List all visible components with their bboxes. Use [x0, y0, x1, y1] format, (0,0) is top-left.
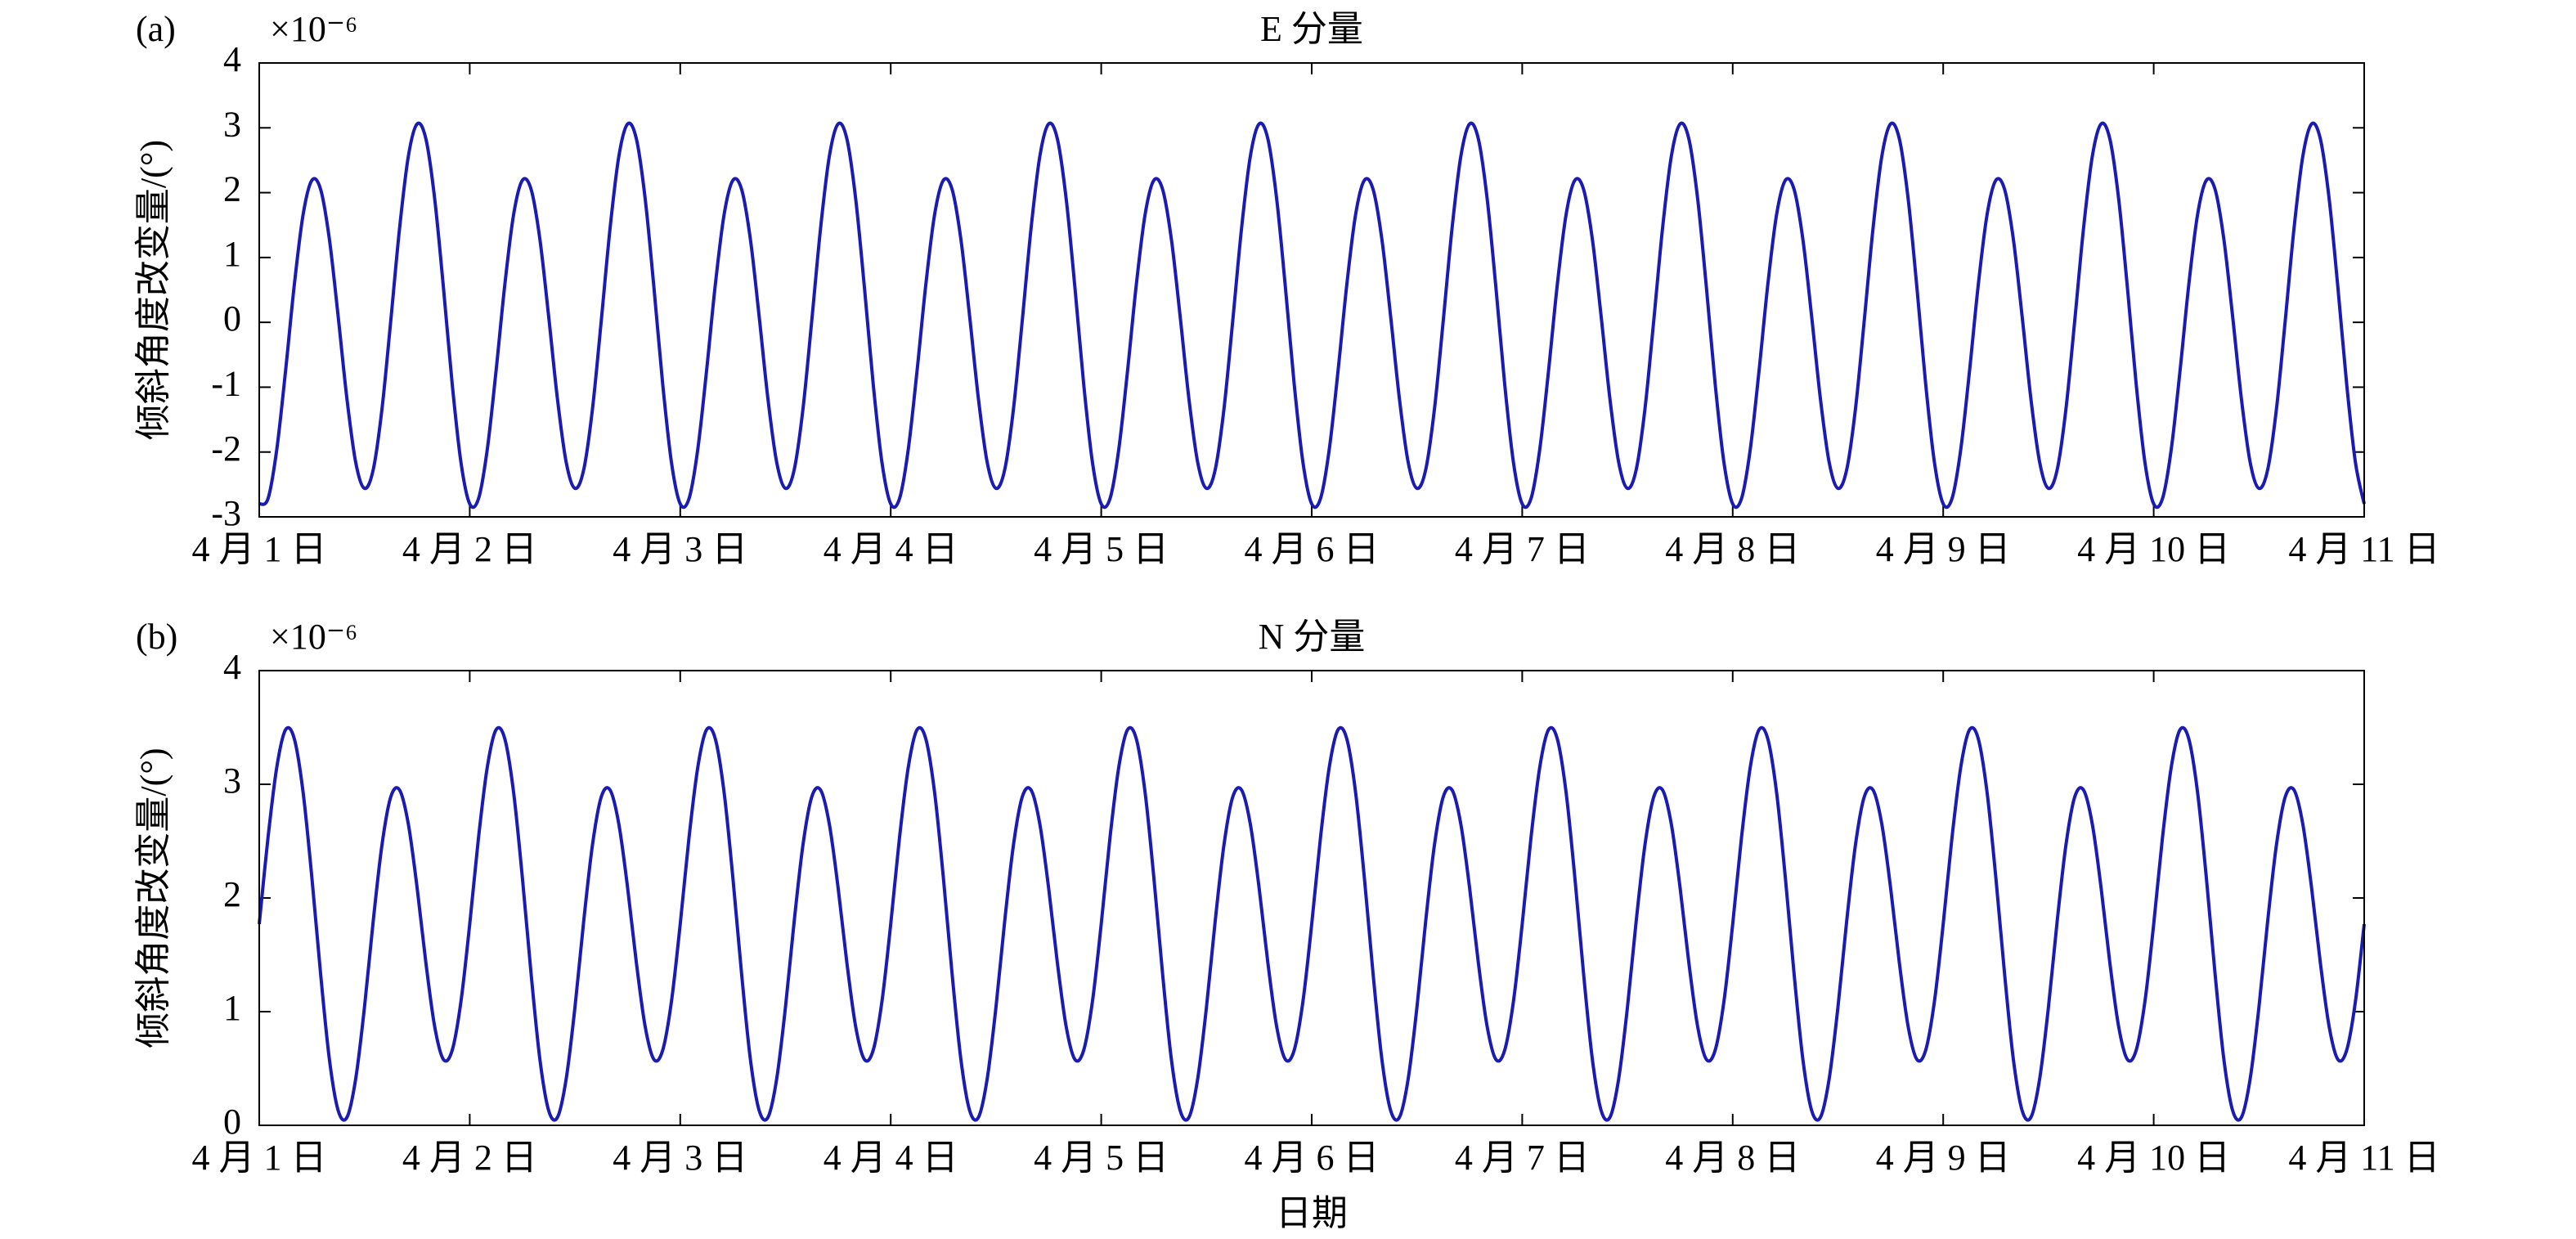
data-line [258, 121, 2366, 510]
chart-title: E 分量 [1260, 9, 1363, 49]
y-axis-label: 倾斜角度改变量/(°) [133, 747, 173, 1048]
y-tick-label: 4 [223, 39, 241, 79]
y-tick-label: 3 [223, 761, 241, 801]
x-tick-label: 4 月 3 日 [613, 1138, 747, 1178]
x-tick-label: 4 月 9 日 [1876, 529, 2011, 569]
x-tick-label: 4 月 11 日 [2288, 529, 2439, 569]
x-tick-label: 4 月 10 日 [2077, 529, 2230, 569]
x-tick-label: 4 月 5 日 [1034, 529, 1169, 569]
multiplier-label: ×10⁻⁶ [270, 617, 357, 657]
multiplier-label: ×10⁻⁶ [270, 9, 357, 49]
x-tick-label: 4 月 2 日 [402, 1138, 537, 1178]
y-tick-label: 1 [223, 234, 241, 274]
x-tick-label: 4 月 6 日 [1245, 529, 1380, 569]
x-tick-label: 4 月 8 日 [1665, 529, 1800, 569]
y-tick-label: 3 [223, 104, 241, 144]
panel-label: (b) [136, 617, 177, 657]
x-tick-label: 4 月 2 日 [402, 529, 537, 569]
y-tick-label: 1 [223, 988, 241, 1028]
y-tick-label: 0 [223, 299, 241, 339]
y-tick-label: 2 [223, 874, 241, 914]
x-tick-label: 4 月 11 日 [2288, 1138, 2439, 1178]
y-tick-label: -2 [211, 429, 241, 469]
data-line [258, 725, 2366, 1122]
x-tick-label: 4 月 1 日 [192, 529, 327, 569]
plot-frame [258, 62, 2365, 518]
x-tick-label: 4 月 7 日 [1455, 1138, 1590, 1178]
chart-title: N 分量 [1259, 617, 1366, 657]
x-tick-label: 4 月 8 日 [1665, 1138, 1800, 1178]
x-tick-label: 4 月 3 日 [613, 529, 747, 569]
y-tick-label: -1 [211, 364, 241, 404]
x-tick-label: 4 月 5 日 [1034, 1138, 1169, 1178]
x-tick-label: 4 月 7 日 [1455, 529, 1590, 569]
x-tick-label: 4 月 1 日 [192, 1138, 327, 1178]
x-tick-label: 4 月 9 日 [1876, 1138, 2011, 1178]
y-tick-label: 0 [223, 1102, 241, 1142]
panel-label: (a) [136, 9, 176, 49]
x-tick-label: 4 月 4 日 [824, 529, 958, 569]
x-tick-label: 4 月 6 日 [1245, 1138, 1380, 1178]
y-tick-label: 2 [223, 169, 241, 209]
y-axis-label: 倾斜角度改变量/(°) [133, 140, 173, 440]
y-tick-label: -3 [211, 493, 241, 533]
x-tick-label: 4 月 10 日 [2077, 1138, 2230, 1178]
x-axis-label: 日期 [1276, 1193, 1348, 1233]
plot-frame [258, 670, 2365, 1126]
x-tick-label: 4 月 4 日 [824, 1138, 958, 1178]
y-tick-label: 4 [223, 647, 241, 687]
